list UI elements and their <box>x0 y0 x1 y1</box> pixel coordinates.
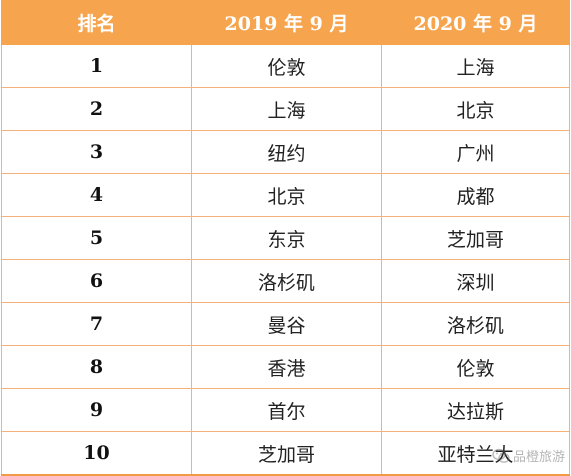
city-2019-cell: 洛杉矶 <box>191 259 382 303</box>
rank-cell: 1 <box>1 44 192 88</box>
table-row: 7 曼谷 洛杉矶 <box>1 302 570 346</box>
city-2019-cell: 东京 <box>191 216 382 260</box>
city-2020-cell: 亚特兰大 <box>381 431 570 476</box>
city-2020-cell: 伦敦 <box>381 345 570 389</box>
table-body: 1 伦敦 上海 2 上海 北京 3 纽约 广州 4 北京 成都 5 东京 芝加哥… <box>1 44 570 476</box>
table-row: 3 纽约 广州 <box>1 130 570 174</box>
rank-cell: 7 <box>1 302 192 346</box>
table-row: 10 芝加哥 亚特兰大 <box>1 431 570 476</box>
city-2020-cell: 深圳 <box>381 259 570 303</box>
table-row: 8 香港 伦敦 <box>1 345 570 389</box>
city-2020-cell: 洛杉矶 <box>381 302 570 346</box>
header-2020: 2020 年 9 月 <box>381 0 570 45</box>
table-row: 9 首尔 达拉斯 <box>1 388 570 432</box>
header-row: 排名 2019 年 9 月 2020 年 9 月 <box>1 0 570 45</box>
city-2019-cell: 纽约 <box>191 130 382 174</box>
table-row: 1 伦敦 上海 <box>1 44 570 88</box>
city-2019-cell: 伦敦 <box>191 44 382 88</box>
city-2020-cell: 广州 <box>381 130 570 174</box>
city-2020-cell: 达拉斯 <box>381 388 570 432</box>
rank-cell: 6 <box>1 259 192 303</box>
city-2020-cell: 上海 <box>381 44 570 88</box>
header-rank: 排名 <box>1 0 192 45</box>
city-2019-cell: 芝加哥 <box>191 431 382 476</box>
city-2019-cell: 北京 <box>191 173 382 217</box>
rank-cell: 8 <box>1 345 192 389</box>
table-header: 排名 2019 年 9 月 2020 年 9 月 <box>1 0 570 45</box>
table-row: 5 东京 芝加哥 <box>1 216 570 260</box>
city-2019-cell: 首尔 <box>191 388 382 432</box>
city-2020-cell: 芝加哥 <box>381 216 570 260</box>
city-2020-cell: 北京 <box>381 87 570 131</box>
city-2020-cell: 成都 <box>381 173 570 217</box>
rank-cell: 3 <box>1 130 192 174</box>
city-2019-cell: 上海 <box>191 87 382 131</box>
rank-cell: 5 <box>1 216 192 260</box>
city-2019-cell: 曼谷 <box>191 302 382 346</box>
header-2019: 2019 年 9 月 <box>191 0 382 45</box>
table-row: 4 北京 成都 <box>1 173 570 217</box>
table-row: 2 上海 北京 <box>1 87 570 131</box>
rank-cell: 10 <box>1 431 192 476</box>
city-2019-cell: 香港 <box>191 345 382 389</box>
rank-cell: 4 <box>1 173 192 217</box>
table-row: 6 洛杉矶 深圳 <box>1 259 570 303</box>
rank-cell: 9 <box>1 388 192 432</box>
rank-cell: 2 <box>1 87 192 131</box>
